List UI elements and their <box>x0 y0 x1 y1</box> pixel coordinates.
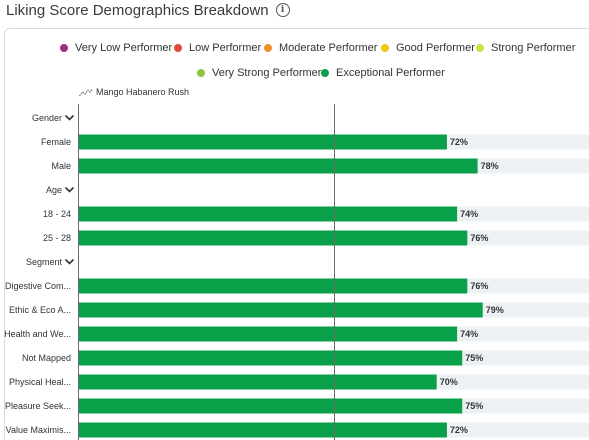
legend-item-low[interactable]: Low Performer <box>174 42 261 54</box>
value-label: 72% <box>450 137 468 147</box>
legend-dot <box>321 69 329 77</box>
group-label: Gender <box>32 113 62 123</box>
row-label: Ethic & Eco A... <box>9 305 71 315</box>
value-label: 78% <box>481 161 499 171</box>
legend-label: Low Performer <box>189 42 262 54</box>
legend-label: Very Low Performer <box>75 42 173 54</box>
bar[interactable] <box>79 134 447 150</box>
legend-label: Moderate Performer <box>279 42 378 54</box>
legend-item-exceptional[interactable]: Exceptional Performer <box>321 67 445 79</box>
legend-dot <box>197 69 205 77</box>
row-label: Female <box>41 137 71 147</box>
value-label: 75% <box>465 353 483 363</box>
legend-dot <box>476 44 484 52</box>
bar[interactable] <box>79 326 458 342</box>
row-label: Value Maximis... <box>6 425 71 435</box>
bar[interactable] <box>79 422 447 438</box>
legend-item-moderate[interactable]: Moderate Performer <box>264 42 377 54</box>
line-chart-icon <box>79 88 93 96</box>
legend-item-strong[interactable]: Strong Performer <box>476 42 575 54</box>
legend-dot <box>381 44 389 52</box>
series-label: Mango Habanero Rush <box>79 87 189 97</box>
chevron-down-icon[interactable] <box>65 187 74 193</box>
legend-label: Exceptional Performer <box>336 67 445 79</box>
bar[interactable] <box>79 278 468 294</box>
bar[interactable] <box>79 158 478 174</box>
value-label: 75% <box>465 401 483 411</box>
bar[interactable] <box>79 374 437 390</box>
bar[interactable] <box>79 398 463 414</box>
legend-dot <box>60 44 68 52</box>
row-label: 25 - 28 <box>43 233 71 243</box>
legend-label: Strong Performer <box>491 42 576 54</box>
bar[interactable] <box>79 230 468 246</box>
value-label: 74% <box>460 329 478 339</box>
legend-item-very-strong[interactable]: Very Strong Performer <box>197 67 321 79</box>
header: Liking Score Demographics Breakdown i <box>6 0 290 20</box>
bar[interactable] <box>79 350 463 366</box>
row-label: 18 - 24 <box>43 209 71 219</box>
legend-dot <box>264 44 272 52</box>
group-label: Age <box>46 185 62 195</box>
legend-label: Good Performer <box>396 42 475 54</box>
value-label: 72% <box>450 425 468 435</box>
chevron-down-icon[interactable] <box>65 259 74 265</box>
bar[interactable] <box>79 302 483 318</box>
row-label: Digestive Com... <box>5 281 71 291</box>
value-label: 76% <box>470 281 488 291</box>
row-label: Pleasure Seek... <box>5 401 71 411</box>
value-label: 79% <box>486 305 504 315</box>
row-label: Not Mapped <box>22 353 71 363</box>
series-name: Mango Habanero Rush <box>96 87 190 97</box>
value-label: 76% <box>470 233 488 243</box>
group-label: Segment <box>26 257 63 267</box>
legend-item-very-low[interactable]: Very Low Performer <box>60 42 172 54</box>
chevron-down-icon[interactable] <box>65 115 74 121</box>
bar[interactable] <box>79 206 458 222</box>
row-label: Physical Heal... <box>9 377 71 387</box>
legend-label: Very Strong Performer <box>212 67 322 79</box>
page-title: Liking Score Demographics Breakdown <box>6 1 269 19</box>
row-label: Health and We... <box>4 329 71 339</box>
row-label: Male <box>51 161 71 171</box>
value-label: 70% <box>440 377 458 387</box>
legend-item-good[interactable]: Good Performer <box>381 42 475 54</box>
info-icon[interactable]: i <box>275 3 290 17</box>
legend-dot <box>174 44 182 52</box>
value-label: 74% <box>460 209 478 219</box>
